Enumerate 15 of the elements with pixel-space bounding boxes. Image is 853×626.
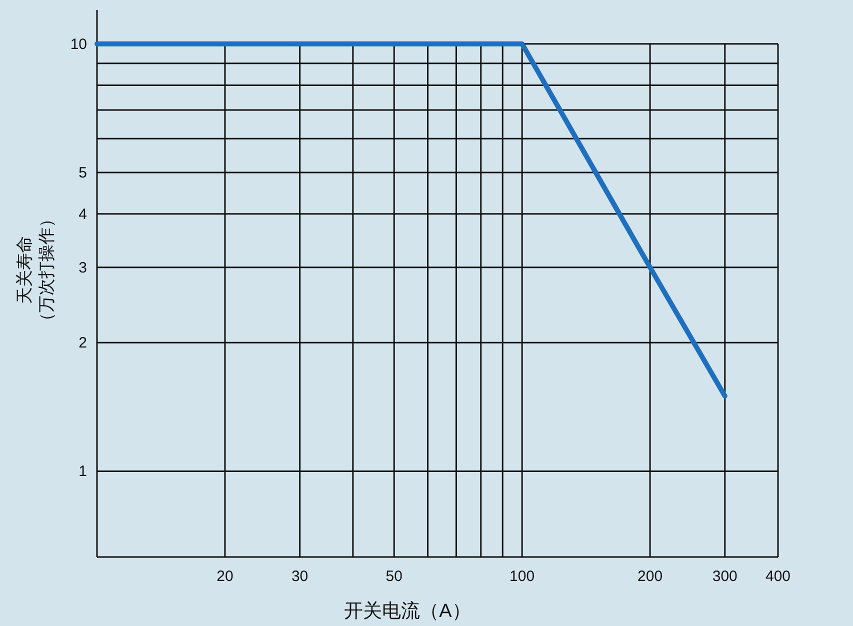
x-tick-label: 50 <box>386 568 402 585</box>
y-tick-label: 1 <box>78 463 87 480</box>
y-tick-label: 5 <box>78 164 87 182</box>
x-tick-label: 20 <box>216 568 234 585</box>
x-axis-title: 开关电流（A） <box>344 600 471 622</box>
y-tick-label: 4 <box>78 206 87 223</box>
x-tick-label: 300 <box>712 568 738 585</box>
y-tick-label: 3 <box>78 259 87 276</box>
x-tick-label: 30 <box>291 568 308 585</box>
y-tick-label: 2 <box>78 334 87 352</box>
x-tick-label: 200 <box>638 568 663 585</box>
x-tick-label: 100 <box>510 568 535 585</box>
x-tick-label: 400 <box>765 568 791 585</box>
y-tick-label: 10 <box>70 36 87 53</box>
y-axis-title: 天关寿命（万次打操作） <box>15 210 56 330</box>
